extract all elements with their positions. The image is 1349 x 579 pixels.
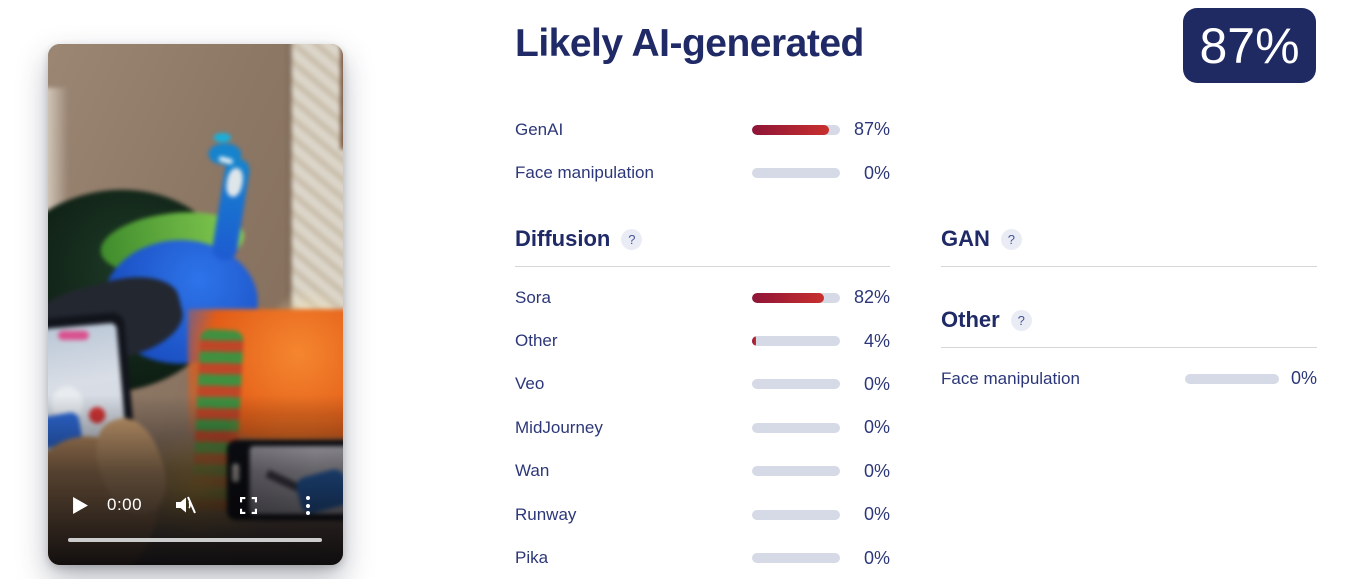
score-label: Veo [515, 374, 545, 394]
section-rows: Sora 82% Other 4% Veo 0% MidJourney 0% W… [515, 276, 890, 579]
score-bar-fill [752, 292, 825, 303]
score-row-face-manipulation: Face manipulation 0% [515, 151, 890, 194]
score-row-face-manipulation: Face manipulation 0% [941, 357, 1317, 400]
help-icon[interactable]: ? [621, 228, 643, 250]
play-icon[interactable] [72, 496, 88, 514]
divider [515, 266, 890, 267]
score-value: 0% [863, 547, 890, 568]
score-bar-fill [752, 336, 756, 347]
section-header: GAN ? [941, 224, 1317, 254]
phone-screen-detail [57, 330, 89, 341]
score-label: Other [515, 331, 558, 351]
score-value: 0% [863, 373, 890, 394]
divider [941, 347, 1317, 348]
score-bar [752, 466, 840, 477]
score-bar [752, 124, 840, 135]
score-value: 0% [863, 460, 890, 481]
summary-scores: GenAI 87% Face manipulation 0% [515, 108, 890, 195]
section-header: Diffusion ? [515, 224, 890, 254]
score-bar [752, 422, 840, 433]
score-bar [752, 553, 840, 564]
peacock-head [208, 143, 242, 165]
controls-gradient [48, 395, 343, 565]
help-icon[interactable]: ? [1010, 309, 1032, 331]
section-gan: GAN ? [941, 224, 1317, 267]
peacock-crest [213, 133, 232, 143]
score-value: 0% [863, 417, 890, 438]
score-label: Pika [515, 548, 549, 568]
score-row-wan: Wan 0% [515, 450, 890, 493]
score-row-veo: Veo 0% [515, 363, 890, 406]
score-row-pika: Pika 0% [515, 536, 890, 579]
score-value: 0% [1290, 368, 1317, 389]
score-label: Sora [515, 287, 551, 307]
carved-pillar [290, 44, 343, 310]
score-bar [752, 379, 840, 390]
video-player[interactable]: 0:00 [48, 44, 343, 565]
section-rows: Face manipulation 0% [941, 357, 1317, 400]
score-bar [752, 168, 840, 179]
score-row-runway: Runway 0% [515, 493, 890, 536]
section-title: Other [941, 307, 1000, 332]
page-title: Likely AI-generated [515, 22, 864, 65]
score-label: MidJourney [515, 417, 603, 437]
section-title: GAN [941, 226, 990, 251]
score-value: 0% [863, 504, 890, 525]
help-icon[interactable]: ? [1000, 228, 1022, 250]
kebab-menu-icon[interactable] [305, 496, 311, 515]
fullscreen-icon[interactable] [240, 497, 257, 514]
muted-volume-icon[interactable] [172, 494, 198, 516]
score-label: Wan [515, 461, 550, 481]
wall-edge [340, 44, 343, 150]
score-value: 0% [863, 162, 890, 183]
overall-score-badge: 87% [1183, 8, 1316, 83]
score-value: 82% [853, 287, 890, 308]
score-bar [752, 292, 840, 303]
score-value: 87% [853, 119, 890, 140]
score-row-other: Other 4% [515, 319, 890, 362]
score-bar [1185, 373, 1279, 384]
pillar-shadow [286, 44, 293, 310]
score-bar-fill [752, 124, 829, 135]
score-value: 4% [863, 330, 890, 351]
video-controls: 0:00 [48, 494, 343, 518]
score-bar [752, 336, 840, 347]
section-title: Diffusion [515, 226, 611, 251]
score-label: Face manipulation [515, 163, 654, 183]
section-other: Other ? Face manipulation 0% [941, 305, 1317, 400]
divider [941, 266, 1317, 267]
section-diffusion: Diffusion ? Sora 82% Other 4% Veo 0% Mid… [515, 224, 890, 579]
current-time: 0:00 [107, 495, 143, 514]
score-row-sora: Sora 82% [515, 276, 890, 319]
video-progress-bar[interactable] [68, 538, 322, 542]
section-header: Other ? [941, 305, 1317, 335]
score-row-genai: GenAI 87% [515, 108, 890, 151]
score-label: Face manipulation [941, 368, 1080, 388]
score-bar [752, 509, 840, 520]
score-row-midjourney: MidJourney 0% [515, 406, 890, 449]
score-label: GenAI [515, 119, 564, 139]
score-label: Runway [515, 504, 577, 524]
